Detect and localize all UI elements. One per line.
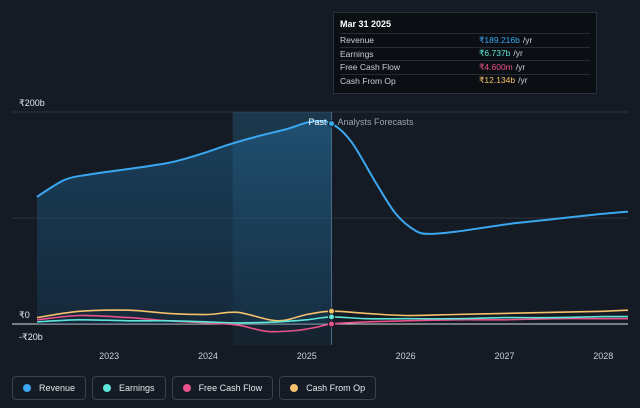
x-tick-label: 2027 — [494, 351, 514, 361]
legend-dot-icon — [103, 384, 112, 392]
series-line-earnings — [36, 315, 629, 324]
point-marker-free-cash-flow — [328, 320, 336, 328]
tooltip-label: Earnings — [340, 48, 374, 59]
legend-label: Free Cash Flow — [198, 383, 263, 393]
tooltip: Mar 31 2025 Revenue ₹189.216b/yr Earning… — [333, 12, 597, 94]
point-marker-cash-from-op — [328, 307, 336, 315]
series-line-free-cash-flow — [36, 314, 628, 333]
tooltip-label: Cash From Op — [340, 75, 396, 86]
tooltip-value: ₹4.600m — [479, 61, 513, 72]
forecast-label: Analysts Forecasts — [338, 117, 415, 127]
tooltip-value: ₹6.737b — [479, 48, 511, 59]
series-line-revenue — [36, 119, 629, 235]
x-tick-label: 2023 — [99, 351, 119, 361]
x-tick-label: 2026 — [396, 351, 416, 361]
markers — [328, 120, 336, 328]
x-tick-label: 2025 — [297, 351, 317, 361]
legend-label: Earnings — [119, 383, 155, 393]
highlight-band — [232, 112, 332, 345]
axis-labels: Past Analysts Forecasts ₹200b ₹0 -₹20b 2023 20… — [19, 98, 613, 361]
tooltip-date: Mar 31 2025 — [340, 19, 392, 29]
x-tick-label: 2028 — [593, 351, 613, 361]
legend-earnings-button[interactable]: Earnings — [92, 376, 166, 400]
y-tick-label: ₹0 — [19, 310, 30, 320]
tooltip-label: Free Cash Flow — [340, 62, 400, 73]
point-marker-earnings — [328, 313, 336, 321]
tooltip-row-free-cash-flow: Free Cash Flow ₹4.600m/yr — [340, 60, 590, 74]
legend-cash-from-op-button[interactable]: Cash From Op — [279, 376, 377, 400]
y-tick-label: -₹20b — [19, 332, 43, 342]
series-line-cash-from-op — [36, 309, 629, 322]
legend-label: Cash From Op — [306, 383, 366, 393]
tooltip-row-revenue: Revenue ₹189.216b/yr — [340, 33, 590, 47]
tooltip-value: ₹189.216b — [479, 34, 520, 45]
tooltip-row-cash-from-op: Cash From Op ₹12.134b/yr — [340, 73, 590, 88]
legend-revenue-button[interactable]: Revenue — [12, 376, 87, 400]
tooltip-unit: /yr — [515, 61, 526, 72]
past-highlight-band — [232, 112, 333, 345]
legend-dot-icon — [23, 384, 31, 392]
tooltip-row-earnings: Earnings ₹6.737b/yr — [340, 46, 590, 61]
legend-label: Revenue — [39, 383, 76, 393]
x-tick-label: 2024 — [198, 351, 218, 361]
series-lines — [36, 119, 629, 333]
y-tick-label: ₹200b — [19, 98, 45, 108]
tooltip-unit: /yr — [518, 75, 528, 86]
tooltip-unit: /yr — [522, 34, 533, 45]
tooltip-value: ₹12.134b — [479, 75, 516, 86]
point-marker-revenue — [328, 120, 336, 128]
legend-free-cash-flow-button[interactable]: Free Cash Flow — [171, 376, 274, 400]
legend: Revenue Earnings Free Cash Flow Cash Fro… — [12, 376, 377, 400]
tooltip-label: Revenue — [340, 35, 375, 46]
past-label: Past — [308, 117, 327, 127]
legend-dot-icon — [290, 384, 299, 392]
legend-dot-icon — [182, 384, 191, 392]
tooltip-unit: /yr — [513, 48, 523, 59]
